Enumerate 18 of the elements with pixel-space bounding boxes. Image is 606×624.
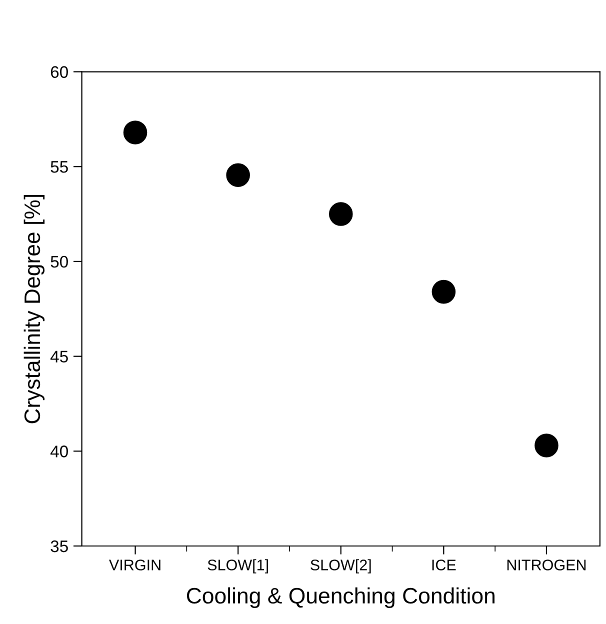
x-axis-title: Cooling & Quenching Condition bbox=[186, 587, 494, 608]
y-tick-label: 40 bbox=[50, 446, 68, 458]
y-tick-label: 60 bbox=[50, 66, 68, 78]
point bbox=[328, 202, 353, 226]
point bbox=[226, 163, 250, 188]
x-tick-label: SLOW[1] bbox=[208, 559, 268, 574]
y-tick-label: 50 bbox=[50, 256, 68, 268]
point bbox=[123, 120, 148, 144]
y-axis-title: Crystallinity Degree [%] bbox=[24, 194, 45, 424]
x-tick-label: NITROGEN bbox=[507, 560, 586, 570]
x-tick-label: SLOW[2] bbox=[310, 559, 371, 574]
y-tick-label: 45 bbox=[50, 350, 68, 363]
x-tick-label: ICE bbox=[432, 560, 456, 570]
y-tick-label: 55 bbox=[50, 161, 68, 173]
x-tick-label: VIRGIN bbox=[109, 560, 160, 570]
y-tick-label: 35 bbox=[50, 540, 68, 552]
point bbox=[534, 434, 558, 458]
point bbox=[432, 280, 456, 304]
